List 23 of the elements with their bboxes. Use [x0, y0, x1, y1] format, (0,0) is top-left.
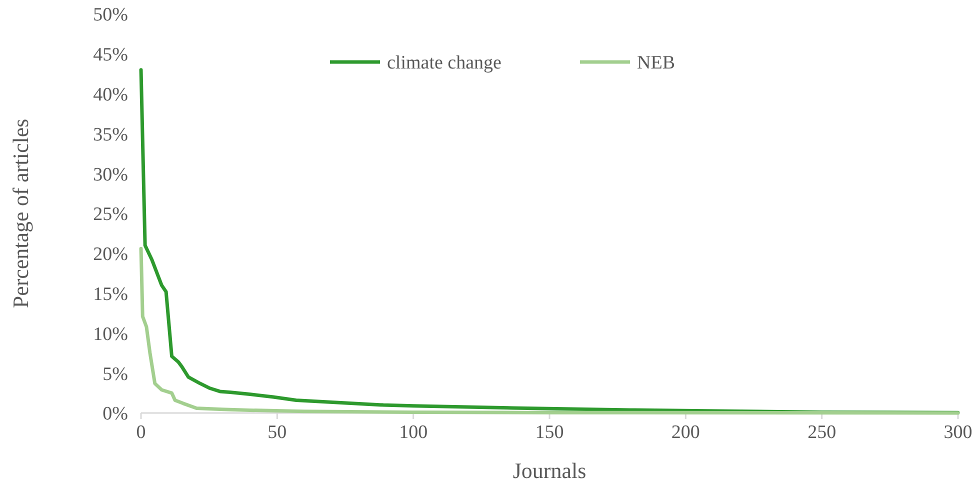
legend-label: climate change	[387, 52, 502, 74]
y-tick-label: 25%	[93, 204, 128, 226]
y-tick-label: 15%	[93, 284, 128, 305]
y-tick-label: 5%	[102, 364, 128, 385]
x-tick-label: 100	[399, 422, 428, 443]
y-tick-label: 45%	[93, 44, 128, 66]
x-tick-label: 50	[268, 422, 287, 443]
x-tick-label: 150	[535, 422, 564, 443]
y-tick-label: 40%	[93, 84, 128, 106]
y-tick-label: 0%	[102, 404, 128, 425]
line-series	[139, 246, 960, 415]
x-axis-title: Journals	[512, 458, 586, 483]
legend-label: NEB	[637, 52, 675, 74]
x-tick-label: 300	[944, 422, 972, 443]
y-tick-label: 20%	[93, 244, 128, 266]
y-tick-label: 10%	[93, 324, 128, 345]
y-tick-label: 50%	[93, 4, 128, 26]
x-tick-label: 0	[136, 422, 146, 443]
y-tick-label: 35%	[93, 124, 128, 146]
x-tick-label: 200	[671, 422, 700, 443]
y-axis-title: Percentage of articles	[8, 118, 33, 308]
y-tick-label: 30%	[93, 164, 128, 186]
x-tick-label: 250	[808, 422, 836, 443]
